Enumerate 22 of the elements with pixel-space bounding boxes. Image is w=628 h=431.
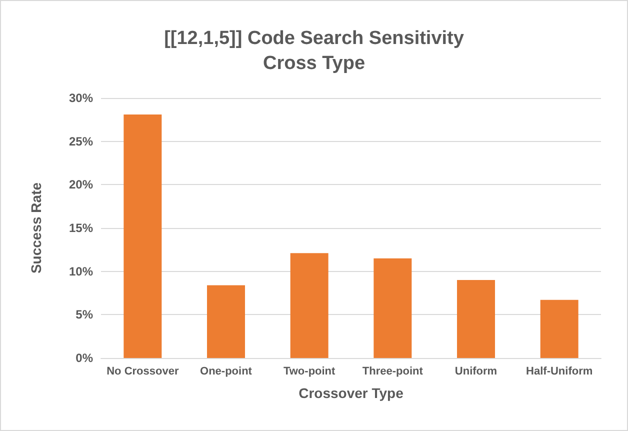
x-tick-label: One-point bbox=[200, 366, 252, 378]
y-axis-title: Success Rate bbox=[28, 182, 44, 274]
bar bbox=[374, 258, 412, 358]
bar bbox=[207, 285, 245, 358]
y-tick-label: 25% bbox=[68, 134, 94, 148]
bar bbox=[540, 300, 578, 358]
bar bbox=[457, 280, 495, 358]
y-tick-label: 15% bbox=[68, 221, 94, 235]
y-tick-label: 0% bbox=[76, 351, 94, 365]
x-tick-label: Half-Uniform bbox=[526, 366, 593, 378]
x-tick-label: Three-point bbox=[362, 366, 424, 378]
bar bbox=[290, 253, 328, 358]
y-tick-label: 5% bbox=[76, 308, 94, 322]
x-tick-label: Two-point bbox=[283, 366, 336, 378]
y-tick-label: 20% bbox=[68, 178, 94, 192]
x-tick-label: No Crossover bbox=[106, 366, 180, 378]
chart-title: [[12,1,5]] Code Search Sensitivity Cross Type bbox=[164, 28, 464, 74]
x-axis-title: Crossover Type bbox=[298, 385, 404, 401]
y-tick-label: 30% bbox=[68, 91, 94, 105]
bar bbox=[124, 114, 162, 358]
y-tick-label: 10% bbox=[68, 264, 94, 278]
x-tick-label: Uniform bbox=[454, 366, 498, 378]
